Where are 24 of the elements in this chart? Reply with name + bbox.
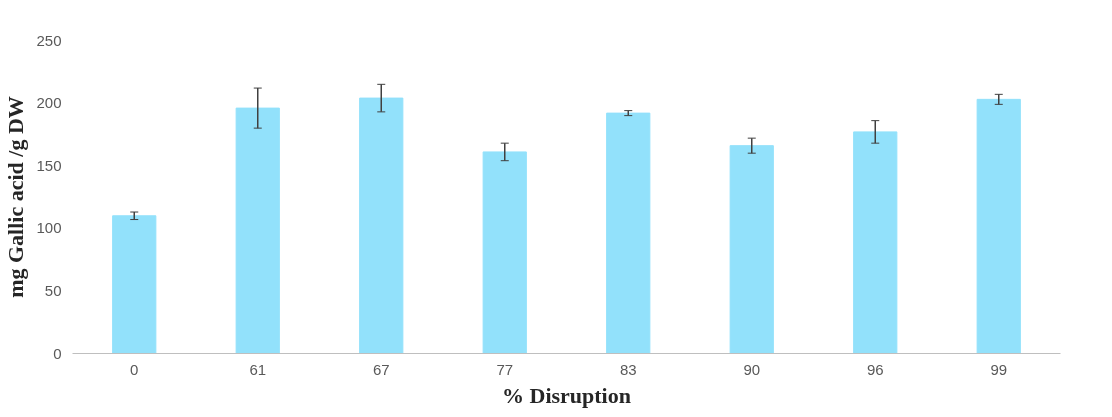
x-tick-label: 90 [743, 360, 761, 378]
bar [112, 215, 157, 354]
y-axis-title: mg Gallic acid /g DW [3, 96, 29, 298]
x-tick-label: 96 [866, 360, 884, 378]
bar [729, 145, 774, 354]
x-tick-label: 61 [249, 360, 267, 378]
x-tick-label: 0 [130, 360, 139, 378]
y-tick-label: 150 [36, 156, 62, 174]
x-tick-label: 67 [372, 360, 390, 378]
bar [976, 98, 1021, 354]
bar [359, 97, 404, 354]
x-tick-label: 77 [496, 360, 514, 378]
y-tick-label: 200 [36, 94, 62, 112]
x-tick-label: 83 [619, 360, 637, 378]
bar [606, 112, 651, 354]
x-tick-label: 99 [990, 360, 1008, 378]
y-tick-label: 250 [36, 31, 62, 49]
y-tick-label: 0 [53, 344, 62, 362]
x-axis-title: % Disruption [502, 382, 631, 408]
bar [853, 131, 898, 354]
y-tick-label: 100 [36, 219, 62, 237]
bar [235, 107, 280, 354]
bar [482, 151, 527, 354]
y-tick-label: 50 [44, 281, 62, 299]
